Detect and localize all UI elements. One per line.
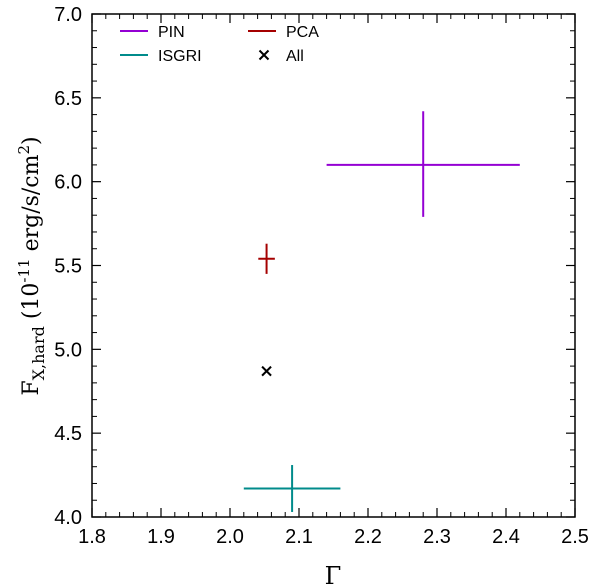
x-tick-label: 2.0	[216, 526, 244, 548]
point-pin	[326, 111, 520, 217]
point-pca	[258, 243, 275, 274]
y-tick-label: 5.5	[54, 256, 82, 278]
y-axis-title-exponent: -11	[15, 258, 33, 282]
y-axis-title-base: F	[19, 380, 44, 395]
legend-swatch-all	[258, 49, 270, 61]
x-tick-label: 2.4	[492, 526, 520, 548]
plot-frame	[91, 13, 576, 518]
axis-ticks	[91, 13, 576, 518]
point-all	[261, 365, 272, 377]
y-tick-label: 6.0	[54, 172, 82, 194]
x-tick-label: 2.2	[354, 526, 382, 548]
legend-item-pin: PIN	[120, 24, 185, 41]
legend-label-pin: PIN	[158, 24, 185, 41]
legend-item-isgri: ISGRI	[120, 48, 202, 65]
y-axis-title: FX,hard (10-11 erg/s/cm2)	[15, 136, 48, 395]
y-tick-label: 6.5	[54, 88, 82, 110]
marker-all	[261, 365, 272, 377]
x-axis-title: Γ	[325, 562, 342, 588]
x-tick-label: 2.5	[561, 526, 589, 548]
legend-label-pca: PCA	[286, 24, 319, 41]
legend-label-isgri: ISGRI	[158, 48, 202, 65]
legend-item-all: All	[258, 48, 304, 65]
y-tick-label: 4.0	[54, 507, 82, 529]
x-tick-label: 2.3	[423, 526, 451, 548]
data-marks	[243, 111, 520, 512]
tick-labels: 1.8 1.9 2.0 2.1 2.2 2.3 2.4 2.5 4.0 4.5 5.0 5.5 6.0 6…	[54, 4, 589, 548]
y-tick-label: 7.0	[54, 4, 82, 26]
y-axis-title-post: )	[19, 136, 44, 145]
x-tick-label: 2.1	[285, 526, 313, 548]
point-isgri	[243, 465, 341, 512]
legend: PIN PCA ISGRI All	[120, 24, 319, 65]
y-axis-title-unit: erg/s/cm	[19, 154, 44, 258]
y-tick-label: 4.5	[54, 423, 82, 445]
legend-label-all: All	[286, 48, 304, 65]
legend-item-pca: PCA	[248, 24, 319, 41]
x-tick-label: 1.8	[78, 526, 106, 548]
y-tick-label: 5.0	[54, 339, 82, 361]
y-axis-title-unit-exponent: 2	[15, 145, 33, 155]
y-axis-title-pre: (10	[19, 283, 44, 327]
y-axis-title-subscript: X,hard	[29, 326, 48, 380]
x-tick-label: 1.9	[147, 526, 175, 548]
